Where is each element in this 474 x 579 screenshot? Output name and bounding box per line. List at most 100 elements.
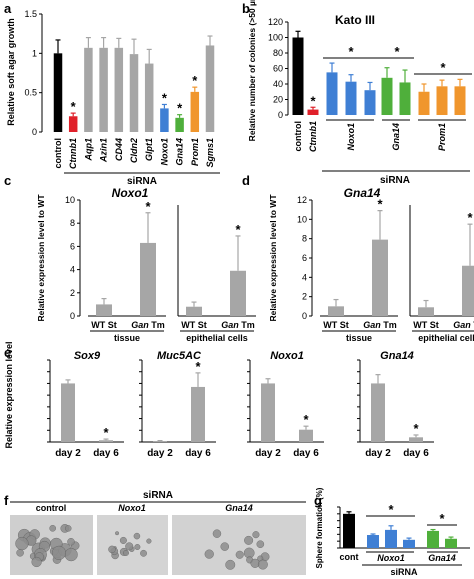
chart-e2-x-tick-label: day 6 [293, 448, 319, 459]
chart-a-y-tick-label: 0 [32, 127, 37, 137]
chart-a-group-label: siRNA [127, 176, 157, 187]
chart-a-bar [129, 54, 139, 133]
chart-b-bar [292, 37, 304, 115]
chart-d-significance-star: * [377, 197, 383, 212]
sphere [235, 550, 244, 559]
chart-g-significance-star: * [388, 502, 394, 517]
chart-a-significance-star: * [192, 73, 198, 88]
chart-a-bar [190, 91, 200, 132]
sphere [134, 544, 141, 550]
chart-e3-x-tick-label: day 2 [365, 448, 391, 459]
sphere [220, 542, 230, 551]
chart-e2-bar [261, 383, 275, 442]
sphere [31, 556, 42, 568]
chart-d-y-tick-label: 10 [297, 214, 307, 224]
chart-e3-title: Gna14 [380, 350, 414, 362]
chart-c-y-tick-label: 10 [65, 195, 75, 205]
chart-a-x-tick-label: Glpt1 [144, 138, 154, 161]
chart-a-bar [99, 47, 108, 132]
chart-e1-bar [191, 386, 205, 442]
micrograph-label-gna14: Gna14 [225, 503, 253, 513]
sphere [49, 524, 57, 532]
chart-a-x-tick-label: Ctnnb1 [68, 138, 78, 169]
chart-e0-bar [61, 383, 75, 442]
chart-b-bar [381, 77, 393, 115]
chart-g-bar [367, 535, 379, 548]
chart-b-significance-star: * [348, 44, 354, 59]
chart-a-significance-star: * [71, 99, 77, 114]
chart-b-bar [307, 109, 319, 115]
sphere [123, 549, 130, 556]
sphere [108, 545, 116, 554]
chart-a-bar [68, 116, 78, 132]
chart-d-y-label: Relative expression level to WT [268, 194, 278, 322]
chart-d-x-tick-label-rest: Tm [381, 320, 397, 330]
chart-c-x-tick-label-italic: Gan [131, 320, 149, 330]
chart-g-bar [385, 529, 397, 548]
panel-f-header: siRNA [143, 490, 173, 501]
chart-a-significance-star: * [177, 101, 183, 116]
panel-d-title: Gna14 [344, 186, 381, 200]
chart-a-y-tick-label: 1 [32, 48, 37, 58]
chart-g-y-label: Sphere formation (%) [315, 487, 324, 568]
chart-a-x-tick-label: Noxo1 [159, 138, 169, 166]
chart-a-x-tick-label: Gna14 [175, 138, 185, 166]
chart-b-y-tick-label: 120 [268, 17, 283, 27]
chart-a-y-label: Relative soft agar growth [6, 18, 16, 126]
chart-g-bar [445, 538, 457, 548]
panel-letter-f: f [4, 493, 9, 508]
chart-d-y-tick-label: 4 [302, 272, 307, 282]
chart-c-bar [186, 306, 202, 316]
chart-a-bar [114, 47, 124, 132]
chart-b-bar [326, 72, 338, 115]
chart-d-y-tick-label: 0 [302, 311, 307, 321]
panel-letter-c: c [4, 173, 11, 188]
chart-d-x-tick-label: Gan Tm [453, 320, 474, 330]
chart-c-y-tick-label: 6 [70, 241, 75, 251]
chart-c-y-tick-label: 4 [70, 265, 75, 275]
chart-d-bar [418, 307, 434, 316]
chart-e0-significance-star: * [103, 425, 109, 440]
chart-b-bar [454, 86, 466, 115]
charts-layer: 0 0.5 1 1.5 Relative soft agar growth control… [4, 0, 474, 577]
chart-c-x-tick-label-italic: Gan [221, 320, 239, 330]
sphere [64, 548, 78, 562]
chart-b-y-label: Relative number of colonies (>50 µm) [247, 0, 257, 141]
chart-b-y-tick-label: 60 [273, 64, 283, 74]
chart-c-y-tick-label: 8 [70, 218, 75, 228]
chart-e0-x-tick-label: day 2 [55, 448, 81, 459]
sphere [67, 537, 75, 546]
chart-d-y-tick-label: 8 [302, 234, 307, 244]
panel-b-title: Kato III [335, 13, 375, 27]
micrograph-gna14 [172, 515, 306, 575]
chart-d-x-tick-label: WT St [413, 320, 439, 330]
panel-letter-a: a [4, 1, 12, 16]
chart-g-bar [403, 539, 415, 548]
sphere [257, 559, 268, 570]
chart-e3-bar [409, 437, 423, 442]
chart-g-bar [427, 530, 439, 548]
sphere [212, 529, 222, 538]
chart-a-bar [175, 117, 184, 132]
chart-a-bar [84, 47, 93, 132]
chart-b-y-tick-label: 80 [273, 48, 283, 58]
chart-e2-significance-star: * [303, 412, 309, 427]
chart-d-x-tick-label-italic: Gan [453, 320, 471, 330]
chart-b-y-tick-label: 20 [273, 95, 283, 105]
chart-c-x-tick-label: WT St [91, 320, 117, 330]
chart-a-x-tick-label: Sgms1 [205, 138, 215, 168]
chart-g-x-tick-label: Noxo1 [377, 553, 405, 563]
chart-d-y-tick-label: 6 [302, 253, 307, 263]
chart-a-x-tick-label: Aqp1 [83, 138, 93, 162]
chart-c-y-tick-label: 0 [70, 311, 75, 321]
chart-c-y-label: Relative expression level to WT [36, 194, 46, 322]
chart-a-bar [205, 45, 215, 132]
chart-b-bar [345, 81, 357, 115]
sphere [51, 545, 67, 560]
chart-c-x-tick-label: Gan Tm [221, 320, 255, 330]
chart-b-x-tick-label: Gna14 [391, 123, 401, 151]
chart-d-group-label: tissue [346, 333, 372, 343]
chart-c-bar [96, 304, 112, 316]
sphere [15, 536, 29, 551]
